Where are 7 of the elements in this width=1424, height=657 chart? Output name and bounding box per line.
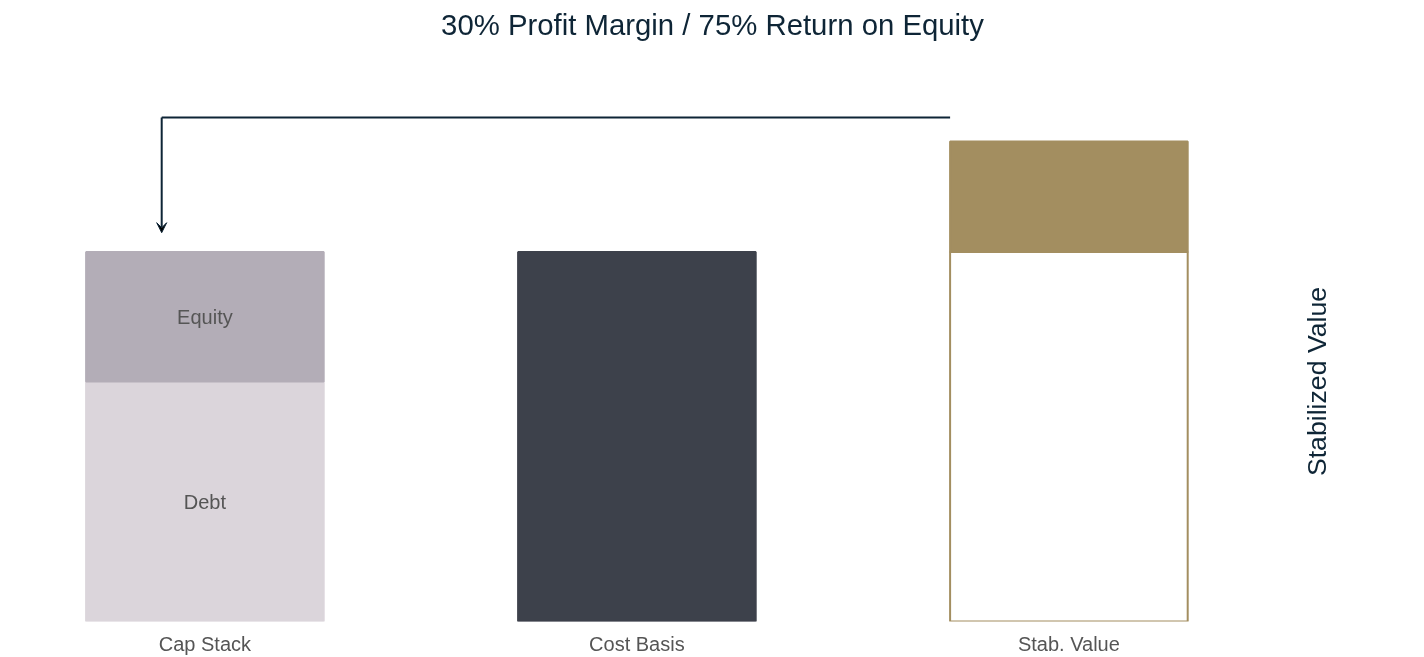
series-label: Debt [183,490,227,513]
x-tick-label: Cost Basis [589,632,685,655]
x-tick-label: Stab. Value [1017,632,1120,655]
text: Stabilized Value [1302,286,1333,477]
chart-title: 30% Profit Margin / 75% Return on Equity [441,7,985,41]
series-label: Equity [177,305,233,328]
x-tick-label: Cap Stack [158,632,253,655]
